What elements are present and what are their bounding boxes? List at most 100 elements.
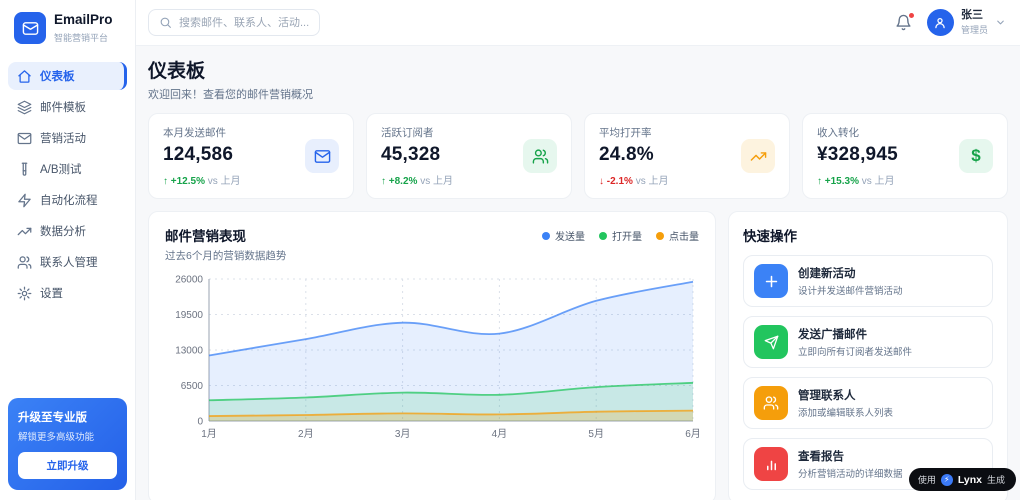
- send-icon: [754, 325, 788, 359]
- quick-action-subtitle: 分析营销活动的详细数据: [798, 469, 903, 480]
- page-subtitle: 欢迎回来！查看您的邮件营销概况: [148, 89, 313, 101]
- sidebar-item-label: 联系人管理: [40, 257, 98, 269]
- stat-change: ↓ -2.1% vs 上月: [599, 176, 669, 187]
- upgrade-title: 升级至专业版: [18, 412, 87, 424]
- badge-suffix: 生成: [986, 475, 1005, 485]
- sidebar-item-analytics[interactable]: 数据分析: [8, 217, 127, 245]
- stat-card-revenue: 收入转化 ¥328,945 ↑ +15.3% vs 上月 $: [802, 113, 1008, 199]
- upgrade-card: 升级至专业版 解锁更多高级功能 立即升级: [8, 398, 127, 490]
- upgrade-button[interactable]: 立即升级: [18, 452, 117, 479]
- dollar-icon: $: [959, 139, 993, 173]
- chevron-down-icon: [995, 17, 1006, 28]
- legend-item-opens[interactable]: 打开量: [599, 228, 642, 243]
- stat-value: 45,328: [381, 144, 441, 165]
- quick-actions-title: 快速操作: [743, 229, 797, 244]
- sidebar-item-contacts[interactable]: 联系人管理: [8, 248, 127, 276]
- sidebar-item-dashboard[interactable]: 仪表板: [8, 62, 127, 90]
- sidebar-item-label: 数据分析: [40, 226, 86, 238]
- quick-action-create-campaign[interactable]: 创建新活动 设计并发送邮件营销活动: [743, 255, 993, 307]
- svg-text:4月: 4月: [492, 428, 508, 440]
- user-menu[interactable]: 张三 管理员: [926, 8, 1006, 36]
- sidebar-item-templates[interactable]: 邮件模板: [8, 93, 127, 121]
- quick-action-title: 创建新活动: [798, 268, 856, 280]
- avatar: [926, 9, 954, 36]
- stat-card-emails-sent: 本月发送邮件 124,586 ↑ +12.5% vs 上月: [148, 113, 354, 199]
- quick-action-title: 查看报告: [798, 451, 844, 463]
- users-icon: [754, 386, 788, 420]
- sidebar-item-label: 邮件模板: [40, 102, 86, 114]
- stat-value: 124,586: [163, 144, 234, 165]
- quick-action-title: 管理联系人: [798, 390, 856, 402]
- legend-dot: [656, 231, 664, 240]
- svg-text:6500: 6500: [181, 381, 204, 392]
- svg-text:19500: 19500: [175, 310, 203, 321]
- quick-action-manage-contacts[interactable]: 管理联系人 添加或编辑联系人列表: [743, 377, 993, 429]
- legend-item-clicks[interactable]: 点击量: [656, 228, 699, 243]
- sidebar-item-ab-test[interactable]: A/B测试: [8, 155, 127, 183]
- main-content: 仪表板 欢迎回来！查看您的邮件营销概况 本月发送邮件 124,586 ↑ +12…: [136, 46, 1020, 500]
- sidebar-item-automation[interactable]: 自动化流程: [8, 186, 127, 214]
- chart-title: 邮件营销表现: [165, 229, 246, 244]
- brand: EmailPro 智能营销平台: [0, 0, 135, 58]
- brand-mail-icon: [14, 12, 46, 44]
- quick-action-subtitle: 添加或编辑联系人列表: [798, 408, 894, 419]
- stat-label: 平均打开率: [599, 127, 652, 139]
- notifications-button[interactable]: [895, 11, 915, 32]
- stat-change: ↑ +15.3% vs 上月: [817, 176, 895, 187]
- page-title: 仪表板: [148, 61, 206, 82]
- badge-prefix: 使用: [917, 475, 936, 485]
- quick-action-send-broadcast[interactable]: 发送广播邮件 立即向所有订阅者发送邮件: [743, 316, 993, 368]
- stat-change: ↑ +12.5% vs 上月: [163, 176, 241, 187]
- stat-label: 活跃订阅者: [381, 127, 434, 139]
- notification-dot: [907, 11, 915, 19]
- sidebar-nav: 仪表板 邮件模板 营销活动 A/B测试 自动化流程 数据分析: [0, 58, 135, 311]
- legend-item-sent[interactable]: 发送量: [542, 228, 585, 243]
- sidebar-item-settings[interactable]: 设置: [8, 279, 127, 307]
- quick-action-subtitle: 设计并发送邮件营销活动: [798, 286, 903, 297]
- mail-icon: [17, 131, 32, 146]
- lynx-logo-icon: ⚡: [940, 473, 953, 486]
- zap-icon: [17, 193, 32, 208]
- bar-chart-icon: [754, 447, 788, 481]
- svg-text:3月: 3月: [395, 428, 411, 440]
- sidebar-item-label: 自动化流程: [40, 195, 98, 207]
- svg-text:5月: 5月: [588, 428, 604, 440]
- brand-name: EmailPro: [54, 12, 113, 28]
- made-with-lynx-badge[interactable]: 使用 ⚡ Lynx 生成: [908, 468, 1016, 491]
- stats-row: 本月发送邮件 124,586 ↑ +12.5% vs 上月 活跃订阅者 45,3…: [148, 113, 1008, 199]
- search-input[interactable]: [179, 16, 309, 29]
- middle-row: 邮件营销表现 过去6个月的营销数据趋势 发送量 打开量 点击量 0 6500 130…: [148, 211, 1008, 500]
- user-name: 张三: [960, 8, 983, 21]
- stat-value: 24.8%: [599, 144, 654, 165]
- quick-action-subtitle: 立即向所有订阅者发送邮件: [798, 347, 913, 358]
- users-icon: [17, 255, 32, 270]
- sidebar-item-campaigns[interactable]: 营销活动: [8, 124, 127, 152]
- svg-text:1月: 1月: [201, 428, 217, 440]
- legend-dot: [542, 231, 550, 240]
- stat-card-open-rate: 平均打开率 24.8% ↓ -2.1% vs 上月: [584, 113, 790, 199]
- sidebar-item-label: 营销活动: [40, 133, 86, 145]
- stat-label: 本月发送邮件: [163, 127, 226, 139]
- stat-change: ↑ +8.2% vs 上月: [381, 176, 453, 187]
- topbar: 张三 管理员: [136, 0, 1020, 46]
- plus-icon: [754, 264, 788, 298]
- chart-legend: 发送量 打开量 点击量: [542, 228, 699, 243]
- svg-text:2月: 2月: [298, 428, 314, 440]
- badge-brand: Lynx: [957, 473, 982, 486]
- stat-label: 收入转化: [817, 127, 859, 139]
- trending-up-icon: [17, 224, 32, 239]
- search-box: [148, 9, 320, 36]
- test-tube-icon: [17, 162, 32, 177]
- chart-subtitle: 过去6个月的营销数据趋势: [165, 250, 287, 262]
- legend-dot: [599, 231, 607, 240]
- quick-actions-card: 快速操作 创建新活动 设计并发送邮件营销活动: [728, 211, 1008, 500]
- svg-text:0: 0: [197, 417, 203, 428]
- quick-action-title: 发送广播邮件: [798, 329, 867, 341]
- chart-card: 邮件营销表现 过去6个月的营销数据趋势 发送量 打开量 点击量 0 6500 130…: [148, 211, 716, 500]
- area-chart: 0 6500 13000 19500 26000 1月 2月 3月 4月 5月 6月: [165, 271, 701, 448]
- gear-icon: [17, 286, 32, 301]
- trending-up-icon: [741, 139, 775, 173]
- svg-text:26000: 26000: [175, 275, 203, 286]
- home-icon: [17, 69, 32, 84]
